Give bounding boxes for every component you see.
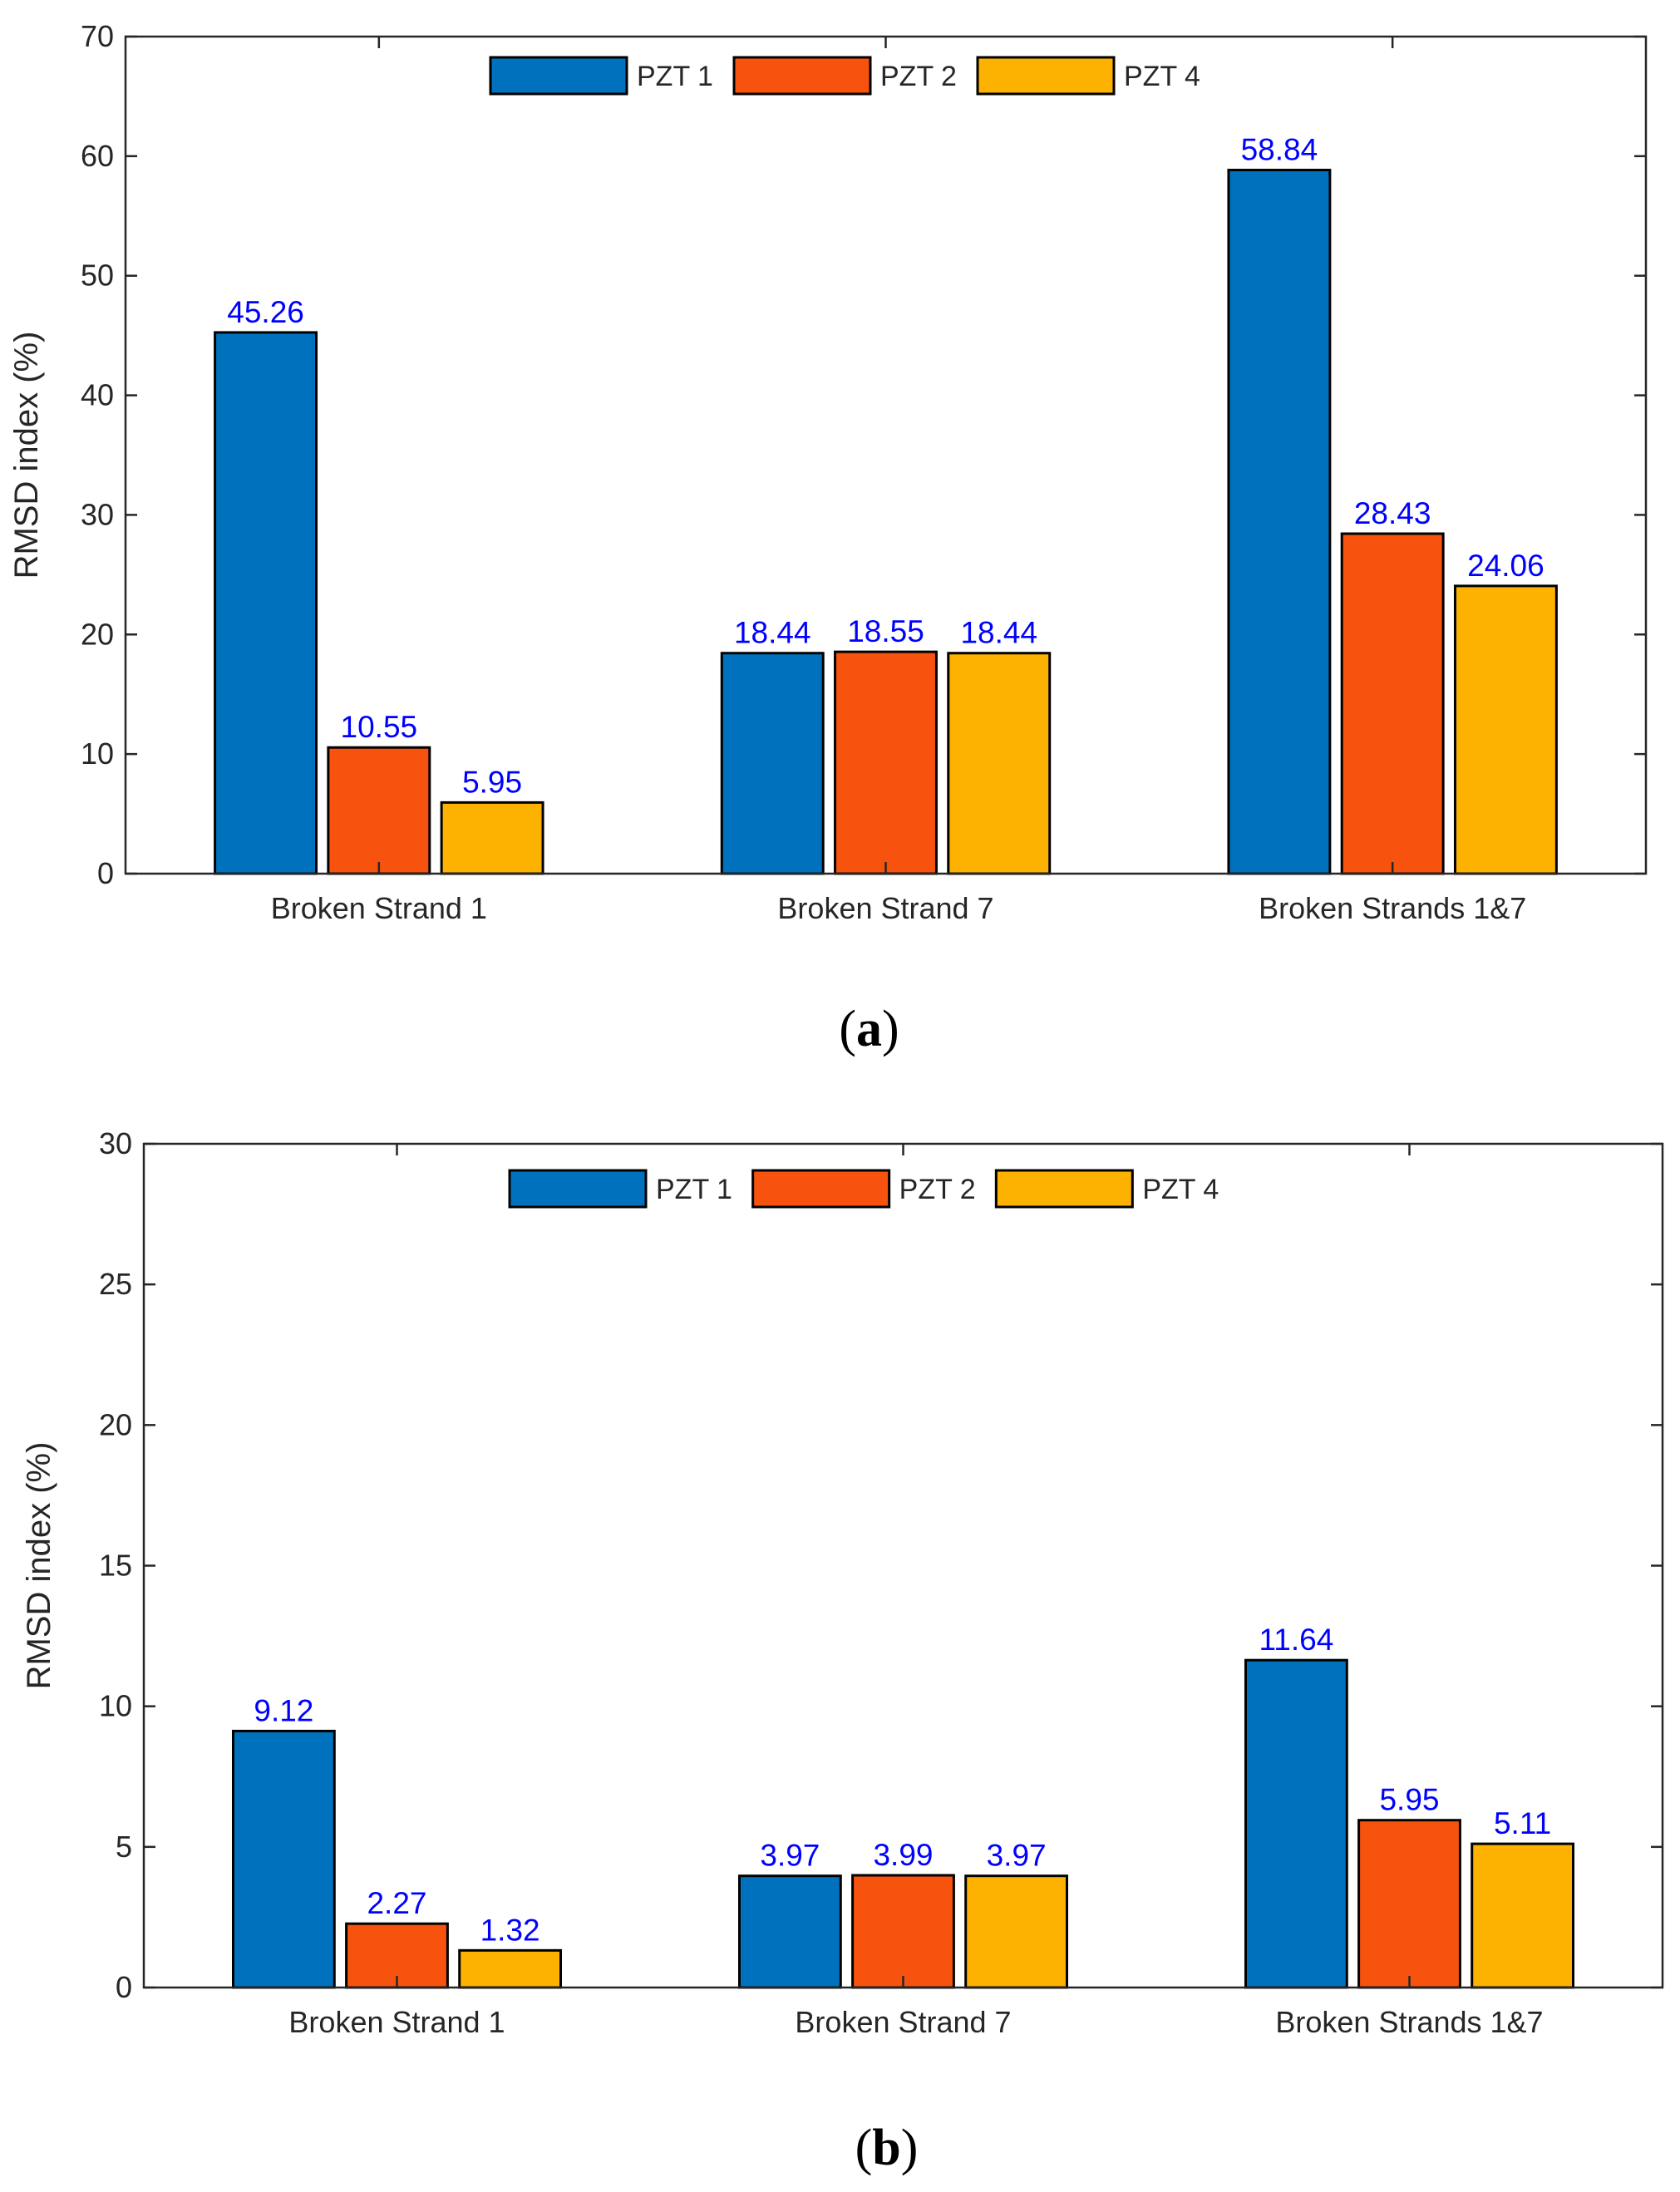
- y-tick-label: 5: [116, 1830, 132, 1864]
- legend-swatch: [994, 1169, 1134, 1209]
- y-tick-label: 10: [81, 736, 114, 771]
- value-label: 5.95: [1379, 1783, 1439, 1817]
- value-label: 3.99: [873, 1838, 933, 1872]
- x-tick-label: Broken Strand 1: [271, 891, 487, 925]
- panel-label: (a): [839, 1001, 899, 1057]
- bar-a-pzt2-cat2: [834, 650, 938, 875]
- bar-a-pzt2-cat3: [1340, 532, 1445, 875]
- bar-a-pzt1-cat3: [1227, 169, 1332, 875]
- legend-entry-label: PZT 2: [880, 61, 957, 92]
- value-label: 9.12: [254, 1693, 313, 1727]
- legend-entry-label: PZT 1: [637, 61, 713, 92]
- y-tick-label: 20: [99, 1407, 132, 1441]
- value-label: 24.06: [1467, 549, 1545, 583]
- y-tick-label: 25: [99, 1267, 132, 1301]
- value-label: 10.55: [341, 710, 418, 744]
- y-tick-label: 40: [81, 378, 114, 412]
- bar-a-pzt4-cat3: [1453, 584, 1558, 875]
- bar-b-pzt2-cat3: [1357, 1819, 1461, 1989]
- y-tick-label: 20: [81, 617, 114, 651]
- bar-b-pzt4-cat2: [964, 1874, 1069, 1989]
- y-tick-label: 70: [81, 19, 114, 53]
- legend-entry-label: PZT 2: [899, 1174, 976, 1205]
- legend-swatch: [751, 1169, 891, 1209]
- y-axis-label: RMSD index (%): [21, 1442, 57, 1690]
- y-axis-label: RMSD index (%): [8, 332, 45, 579]
- bar-a-pzt1-cat2: [720, 652, 825, 875]
- y-tick-label: 0: [97, 856, 114, 890]
- value-label: 5.95: [462, 765, 522, 799]
- legend-entry-label: PZT 4: [1124, 61, 1200, 92]
- y-tick-label: 50: [81, 259, 114, 293]
- legend-swatch: [508, 1169, 648, 1209]
- legend-entry-label: PZT 4: [1142, 1174, 1219, 1205]
- value-label: 28.43: [1354, 496, 1431, 530]
- bar-b-pzt1-cat2: [737, 1874, 842, 1989]
- y-tick-label: 0: [116, 1970, 132, 2004]
- legend: PZT 1 PZT 2 PZT 4: [508, 1169, 1219, 1209]
- x-tick-label: Broken Strand 7: [777, 891, 993, 925]
- x-tick-label: Broken Strands 1&7: [1275, 2005, 1543, 2039]
- x-tick-label: Broken Strand 1: [288, 2005, 505, 2039]
- legend-swatch: [489, 56, 628, 96]
- value-label: 2.27: [367, 1886, 426, 1920]
- bar-b-pzt1-cat1: [231, 1729, 336, 1989]
- y-tick-label: 15: [99, 1549, 132, 1583]
- y-tick-label: 60: [81, 139, 114, 173]
- legend: PZT 1 PZT 2 PZT 4: [489, 56, 1200, 96]
- y-tick-label: 10: [99, 1689, 132, 1723]
- bar-a-pzt1-cat1: [214, 331, 318, 875]
- panel-label: (b): [855, 2120, 919, 2176]
- bar-a-pzt4-cat2: [947, 652, 1052, 875]
- x-tick-label: Broken Strand 7: [795, 2005, 1011, 2039]
- chart-panel-a: 45.26 10.55 5.95 Broken Strand 1 18.44 18.55 1…: [8, 19, 1648, 1057]
- value-label: 58.84: [1241, 133, 1318, 167]
- value-label: 18.44: [960, 616, 1037, 650]
- bar-b-pzt4-cat3: [1471, 1842, 1575, 1989]
- value-label: 5.11: [1494, 1806, 1551, 1840]
- y-tick-label: 30: [99, 1126, 132, 1160]
- value-label: 18.44: [734, 616, 811, 650]
- chart-panel-b: 9.12 2.27 1.32 Broken Strand 1 3.97 3.99 3.97 B…: [21, 1126, 1664, 2176]
- x-tick-label: Broken Strands 1&7: [1259, 891, 1526, 925]
- y-tick-label: 30: [81, 497, 114, 531]
- value-label: 45.26: [227, 295, 304, 329]
- legend-swatch: [732, 56, 872, 96]
- bar-a-pzt4-cat1: [440, 800, 544, 875]
- bar-b-pzt4-cat1: [458, 1948, 563, 1989]
- value-label: 3.97: [987, 1839, 1047, 1873]
- value-label: 18.55: [847, 614, 924, 648]
- value-label: 1.32: [480, 1913, 540, 1947]
- value-label: 3.97: [760, 1839, 820, 1873]
- bar-b-pzt2-cat2: [851, 1874, 955, 1989]
- legend-entry-label: PZT 1: [656, 1174, 732, 1205]
- bar-b-pzt1-cat3: [1244, 1658, 1348, 1989]
- value-label: 11.64: [1259, 1623, 1333, 1657]
- bar-a-pzt2-cat1: [327, 746, 431, 875]
- legend-swatch: [976, 56, 1116, 96]
